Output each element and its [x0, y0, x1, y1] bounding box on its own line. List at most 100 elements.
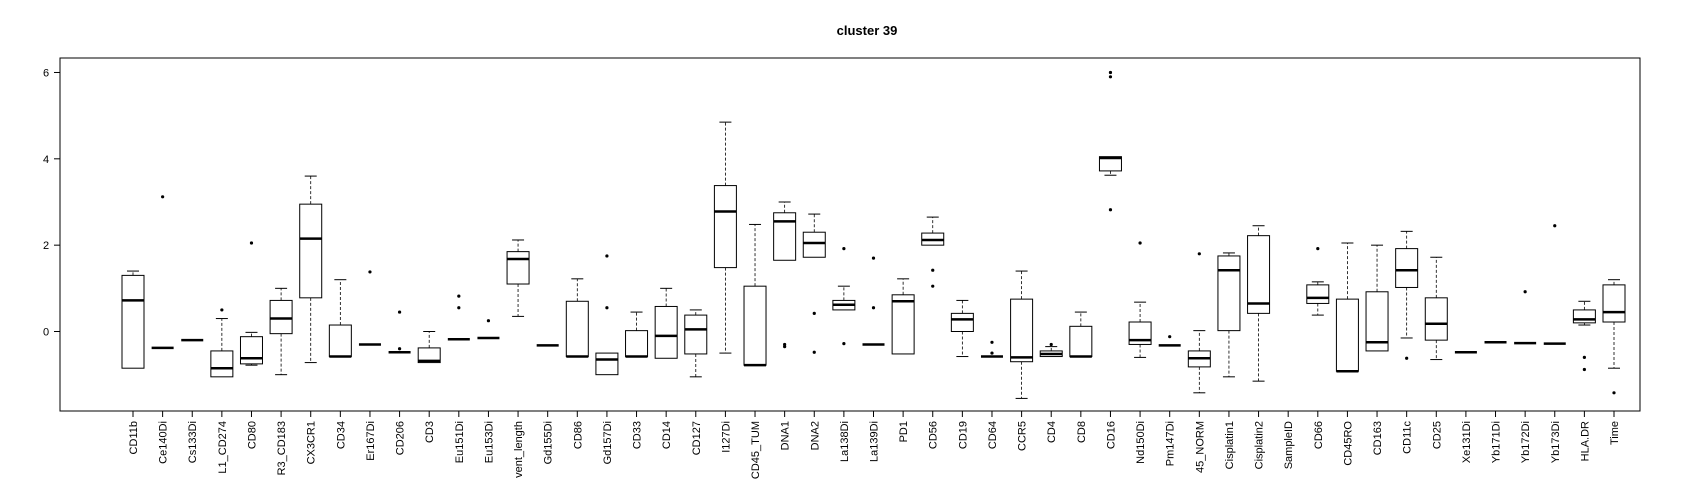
box-La139Di [862, 256, 885, 346]
box-CD3 [417, 331, 441, 364]
box-Yb173Di [1543, 224, 1566, 345]
outlier-point [1612, 391, 1616, 395]
box-Er167Di [358, 270, 381, 346]
y-tick-label: 4 [43, 154, 49, 166]
y-tick-label: 0 [43, 327, 49, 339]
x-tick-label: CD66 [1313, 421, 1325, 449]
x-tick-label: CD80 [246, 421, 258, 449]
outlier-point [1523, 290, 1527, 294]
box-R3_CD183 [269, 287, 293, 376]
box-vent_length [506, 239, 530, 317]
x-tick-label: Ce140Di [158, 421, 170, 464]
box-DNA1 [773, 201, 797, 349]
box-Ce140Di [151, 195, 174, 350]
outlier-point [605, 254, 609, 258]
box-CD8 [1069, 311, 1093, 358]
box-Nd150Di [1128, 241, 1152, 358]
x-tick-label: La139Di [869, 421, 881, 462]
box-CD56 [921, 216, 945, 288]
x-tick-label: CD206 [395, 421, 407, 455]
box-series [121, 70, 1626, 399]
box-I127Di [713, 121, 737, 354]
outlier-point [1168, 335, 1172, 339]
iqr-box [743, 285, 767, 366]
x-tick-label: Yb172Di [1520, 421, 1532, 463]
outlier-point [457, 306, 461, 310]
box-CD163 [1365, 244, 1389, 352]
box-Yb172Di [1514, 290, 1537, 345]
iqr-box [1306, 284, 1330, 304]
box-CD66 [1306, 247, 1330, 316]
iqr-box [299, 203, 323, 299]
iqr-box [1602, 284, 1626, 323]
x-tick-label: CD34 [335, 421, 347, 449]
outlier-point [1049, 342, 1053, 347]
y-axis-ticks: 0 2 4 6 [43, 67, 60, 339]
x-tick-label: CD45RO [1342, 421, 1354, 466]
iqr-box [1572, 309, 1596, 324]
x-axis-ticks: CD11b Ce140Di Cs133Di L1_CD274 CD80 R3_CD183 C… [128, 410, 1621, 479]
box-Pm147Di [1158, 335, 1181, 347]
box-HLA.DR [1572, 300, 1596, 372]
outlier-point [931, 284, 935, 288]
box-CD4 [1039, 342, 1063, 358]
outlier-point [812, 311, 816, 315]
iqr-box [417, 347, 441, 364]
iqr-box [121, 274, 145, 369]
x-tick-label: Eu153Di [483, 421, 495, 463]
outlier-point [220, 308, 224, 312]
outlier-point [397, 310, 402, 314]
box-CD80 [239, 241, 263, 366]
outlier-point [842, 341, 846, 346]
x-tick-label: Xe131Di [1461, 421, 1473, 463]
x-tick-label: DNA1 [780, 421, 792, 450]
box-La138Di [832, 247, 856, 346]
x-tick-label: Nd150Di [1135, 421, 1147, 464]
x-tick-label: CD16 [1105, 421, 1117, 449]
iqr-box [506, 251, 530, 285]
box-CD64 [980, 340, 1003, 358]
iqr-box [684, 314, 708, 355]
outlier-point [1108, 70, 1113, 75]
box-CD206 [388, 310, 411, 354]
x-tick-label: CD25 [1431, 421, 1443, 449]
box-CD45_TUM [743, 223, 767, 367]
x-tick-label: Eu151Di [454, 421, 466, 463]
iqr-box [1217, 255, 1241, 332]
box-CX3CR1 [299, 175, 323, 364]
outlier-point [812, 350, 816, 354]
x-tick-label: R3_CD183 [276, 421, 288, 475]
iqr-box [328, 324, 352, 358]
box-CCR5 [1010, 270, 1034, 399]
x-tick-label: CD19 [957, 421, 969, 449]
outlier-point [605, 306, 609, 310]
box-CD19 [950, 299, 974, 358]
x-tick-label: I127Di [720, 421, 732, 453]
x-tick-label: vent_length [513, 421, 525, 478]
iqr-box [773, 212, 797, 261]
iqr-box [210, 350, 234, 378]
outlier-point [397, 347, 402, 351]
box-CD25 [1424, 256, 1448, 361]
x-tick-label: Yb171Di [1491, 421, 1503, 463]
box-45_NORM [1187, 252, 1211, 394]
outlier-point [486, 319, 491, 323]
x-tick-label: PD1 [898, 421, 910, 442]
iqr-box [565, 300, 589, 358]
x-tick-label: CCR5 [1017, 421, 1029, 451]
box-Time [1602, 279, 1626, 395]
box-DNA2 [802, 213, 826, 354]
outlier-point [1138, 241, 1142, 245]
iqr-box [1098, 156, 1122, 172]
outlier-point [1316, 247, 1320, 251]
box-CD45RO [1335, 242, 1359, 373]
box-CD11b [121, 270, 145, 369]
x-tick-label: Cisplatin2 [1254, 421, 1266, 469]
outlier-point [871, 306, 876, 310]
iqr-box [625, 330, 649, 358]
x-tick-label: CD3 [424, 421, 436, 443]
iqr-box [1247, 235, 1271, 314]
iqr-box [1424, 297, 1448, 341]
box-L1_CD274 [210, 308, 234, 378]
iqr-box [239, 336, 263, 365]
